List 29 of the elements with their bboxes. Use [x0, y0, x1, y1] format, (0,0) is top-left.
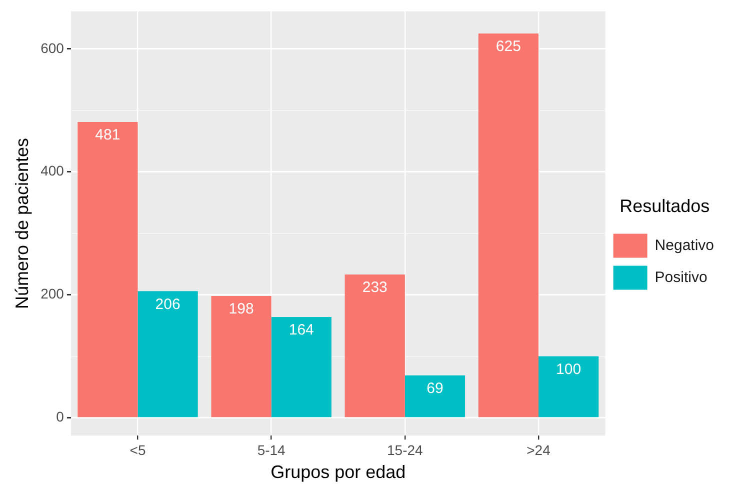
data-label: 233: [362, 279, 388, 296]
bar: [344, 274, 405, 418]
data-label: 206: [155, 296, 180, 313]
legend-label: Negativo: [654, 236, 714, 254]
x-tick-label: >24: [526, 442, 551, 458]
x-axis-title: Grupos por edad: [270, 462, 406, 482]
x-tick-label: 15-24: [387, 442, 424, 458]
bar: [478, 34, 539, 418]
data-label: 164: [288, 322, 314, 339]
y-tick-label: 0: [56, 408, 64, 425]
bar: [404, 375, 466, 418]
y-axis-title: Número de pacientes: [12, 138, 32, 310]
x-tick-label: 5-14: [257, 442, 286, 458]
x-tick-label: <5: [130, 442, 146, 458]
bar: [78, 122, 138, 418]
bar: [211, 296, 272, 418]
y-tick-label: 400: [40, 162, 64, 179]
legend-label: Positivo: [654, 268, 708, 286]
bar: [271, 316, 332, 418]
y-tick-label: 200: [40, 286, 64, 302]
bar: [138, 291, 198, 418]
data-label: 625: [496, 38, 521, 56]
legend-title: Resultados: [620, 196, 710, 216]
y-tick-label: 600: [40, 40, 64, 56]
bar: [538, 356, 599, 418]
data-label: 69: [426, 380, 444, 397]
data-label: 100: [556, 360, 582, 378]
data-label: 198: [228, 300, 254, 318]
data-label: 481: [95, 126, 120, 144]
